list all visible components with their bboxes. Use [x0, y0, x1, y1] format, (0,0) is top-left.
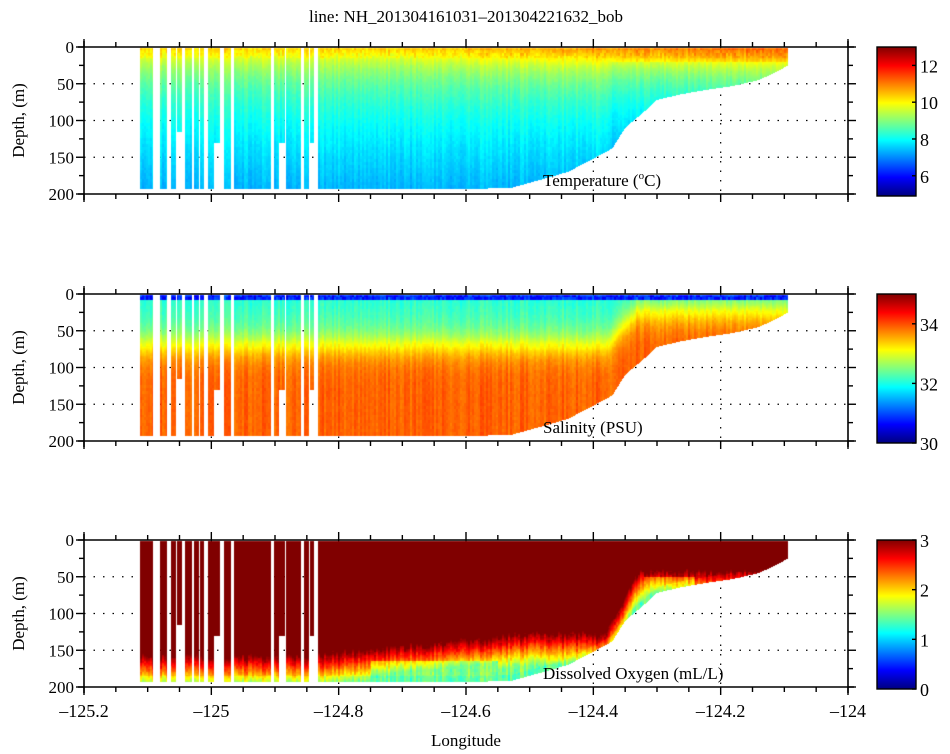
x-tick-label: –125 [192, 701, 229, 721]
colorbar-gradient [876, 539, 917, 690]
x-tick-label: –124.2 [695, 701, 746, 721]
colorbar-tick-label: 32 [920, 374, 938, 394]
y-tick-label: 50 [57, 322, 74, 341]
y-tick-label: 50 [57, 75, 74, 94]
temperature-field [84, 47, 848, 194]
y-axis-label: Depth, (m) [9, 83, 28, 158]
colorbar-gradient [876, 293, 917, 444]
y-tick-label: 200 [49, 678, 75, 697]
y-tick-label: 100 [49, 112, 75, 131]
colorbar-tick-label: 1 [920, 630, 929, 650]
colorbar-tick-label: 8 [920, 130, 929, 150]
oxygen-heatmap [84, 540, 848, 687]
panel-oxygen: 0 50 100 150 200 Depth, (m) Dissolved Oxygen (… [9, 531, 929, 700]
y-tick-label: 50 [57, 568, 74, 587]
colorbar-tick-label: 30 [920, 434, 938, 454]
y-tick-label: 0 [66, 531, 75, 550]
panel-temperature: 0 50 100 150 200 Depth, (m) Temperature (oC) 6 8… [9, 38, 938, 204]
panel-salinity: 0 50 100 150 200 Depth, (m) Salinity (PSU) 30 32… [9, 285, 938, 454]
oxygen-annotation: Dissolved Oxygen (mL/L) [543, 664, 723, 683]
colorbar-tick-label: 34 [920, 315, 938, 335]
colorbar-tick-label: 10 [920, 93, 938, 113]
colorbar-tick-label: 6 [920, 167, 929, 187]
y-tick-label: 200 [49, 185, 75, 204]
x-tick-label: –124.4 [568, 701, 619, 721]
x-tick-label: –124.6 [440, 701, 491, 721]
salinity-heatmap [84, 294, 848, 441]
annotation-text: Temperature ( [543, 171, 639, 190]
salinity-field [84, 294, 848, 441]
y-tick-label: 200 [49, 432, 75, 451]
degree-superscript: o [639, 170, 645, 182]
y-axis-label: Depth, (m) [9, 576, 28, 651]
oxygen-colorbar: 0 1 2 3 [876, 531, 929, 700]
y-tick-label: 100 [49, 359, 75, 378]
y-tick-label: 0 [66, 38, 75, 57]
figure-title: line: NH_201304161031–201304221632_bob [309, 7, 623, 26]
annotation-unit: C) [644, 171, 661, 190]
y-tick-label: 150 [49, 641, 75, 660]
colorbar-tick-label: 0 [920, 680, 929, 700]
x-tick-label: –125.2 [58, 701, 109, 721]
x-tick-label: –124 [829, 701, 866, 721]
temperature-heatmap [84, 47, 848, 194]
y-tick-label: 150 [49, 148, 75, 167]
y-axis-label: Depth, (m) [9, 330, 28, 405]
oxygen-field [84, 540, 848, 687]
colorbar-tick-label: 3 [920, 531, 929, 551]
salinity-colorbar: 30 32 34 [876, 293, 938, 454]
temperature-colorbar: 6 8 10 12 [876, 46, 938, 197]
colorbar-tick-label: 2 [920, 581, 929, 601]
x-tick-label: –124.8 [313, 701, 364, 721]
y-tick-label: 150 [49, 395, 75, 414]
y-tick-label: 100 [49, 605, 75, 624]
x-axis-label: Longitude [431, 731, 501, 750]
y-tick-label: 0 [66, 285, 75, 304]
salinity-annotation: Salinity (PSU) [543, 418, 643, 437]
colorbar-gradient [876, 46, 917, 197]
temperature-annotation: Temperature (oC) [543, 170, 661, 190]
colorbar-tick-label: 12 [920, 56, 938, 76]
